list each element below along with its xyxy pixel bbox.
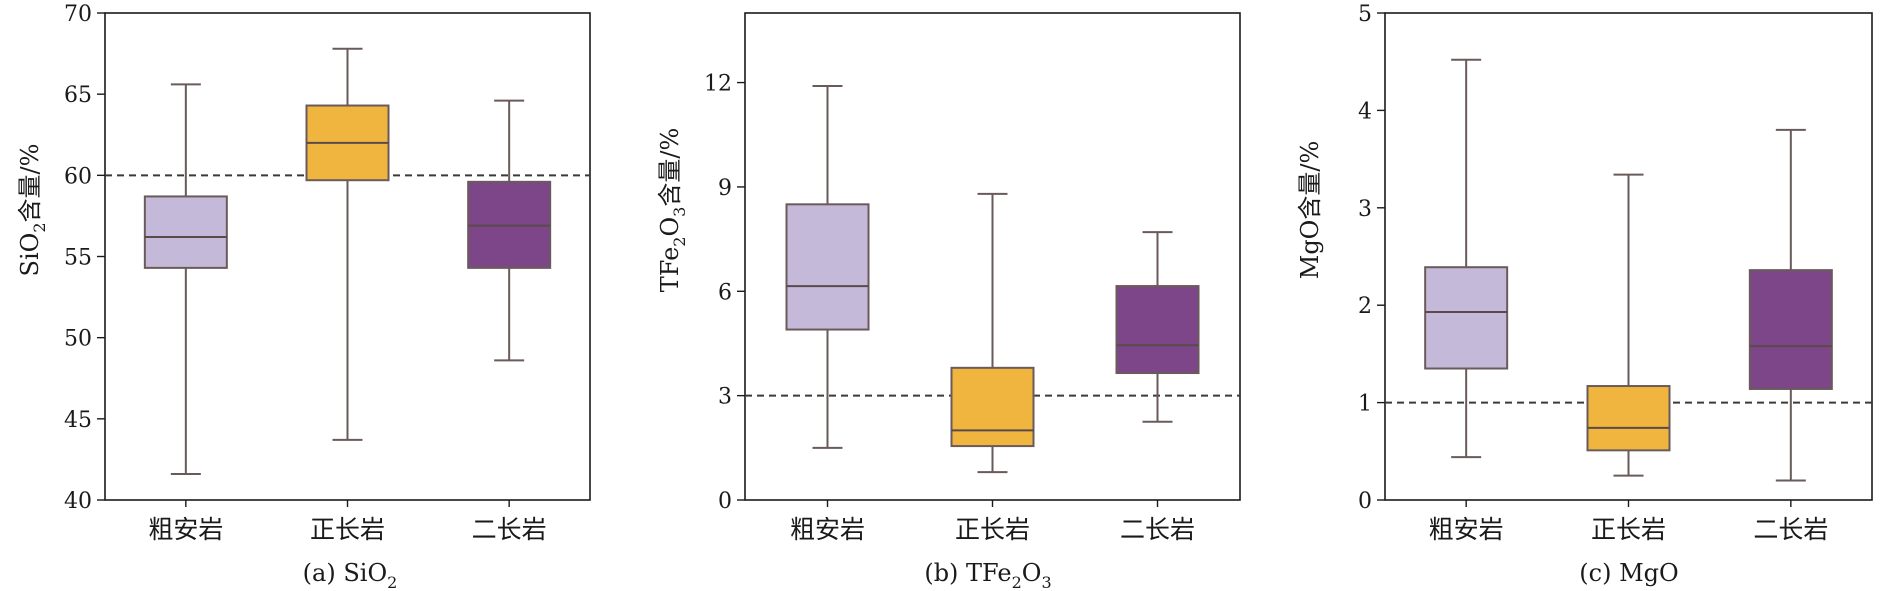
sio2-ytick-label: 65 bbox=[64, 83, 92, 108]
mgo-ytick-label: 1 bbox=[1358, 392, 1372, 417]
panel-tfe2o3: 0 3 6 9 12 粗安岩 正长岩 二长岩 TFe2O3含量/% (b) TFe2O3 bbox=[656, 12, 1241, 591]
panel-tfe2o3-caption: (b) TFe2O3 bbox=[924, 559, 1051, 591]
tfe2o3-category-label: 二长岩 bbox=[1120, 515, 1195, 544]
tfe2o3-ytick-label: 12 bbox=[704, 72, 732, 97]
panel-sio2-axes: 40 45 50 55 60 65 70 粗安岩 正长岩 二长岩 bbox=[64, 2, 591, 544]
panel-mgo-ylabel: MgO含量/% bbox=[1296, 141, 1324, 280]
mgo-category-label: 二长岩 bbox=[1753, 515, 1828, 544]
mgo-ytick-label: 5 bbox=[1358, 2, 1372, 27]
panel-mgo-axes: 0 1 2 3 4 5 粗安岩 正长岩 二长岩 bbox=[1358, 2, 1873, 544]
sio2-ytick-label: 40 bbox=[64, 489, 92, 514]
tfe2o3-ytick-label: 9 bbox=[718, 176, 732, 201]
sio2-ytick-label: 70 bbox=[64, 2, 92, 27]
mgo-ytick-label: 2 bbox=[1358, 294, 1372, 319]
panel-mgo-caption: (c) MgO bbox=[1579, 559, 1678, 587]
tfe2o3-category-label: 粗安岩 bbox=[790, 515, 865, 544]
sio2-ytick-label: 50 bbox=[64, 327, 92, 352]
mgo-category-label: 正长岩 bbox=[1591, 515, 1666, 544]
sio2-ytick-label: 45 bbox=[64, 408, 92, 433]
sio2-ytick-label: 55 bbox=[64, 246, 92, 271]
sio2-category-label: 粗安岩 bbox=[148, 515, 223, 544]
panel-mgo: 0 1 2 3 4 5 粗安岩 正长岩 二长岩 MgO含量/% (c) MgO bbox=[1296, 2, 1873, 587]
sio2-box bbox=[143, 195, 228, 269]
panel-sio2-caption: (a) SiO2 bbox=[303, 559, 398, 591]
panel-tfe2o3-axes: 0 3 6 9 12 粗安岩 正长岩 二长岩 bbox=[704, 12, 1241, 544]
mgo-ytick-label: 4 bbox=[1358, 99, 1372, 124]
panel-sio2-ylabel: SiO2含量/% bbox=[16, 144, 49, 277]
mgo-ytick-label: 3 bbox=[1358, 197, 1372, 222]
panel-tfe2o3-ylabel: TFe2O3含量/% bbox=[656, 128, 689, 293]
sio2-category-label: 正长岩 bbox=[310, 515, 385, 544]
mgo-box bbox=[1424, 266, 1509, 370]
tfe2o3-category-label: 正长岩 bbox=[955, 515, 1030, 544]
tfe2o3-ytick-label: 3 bbox=[718, 385, 732, 410]
mgo-category-label: 粗安岩 bbox=[1429, 515, 1504, 544]
tfe2o3-ytick-label: 0 bbox=[718, 489, 732, 514]
panel-sio2: 40 45 50 55 60 65 70 粗安岩 正长岩 二长岩 SiO2含量/% (a) SiO… bbox=[16, 2, 591, 591]
mgo-box bbox=[1748, 269, 1833, 390]
tfe2o3-box bbox=[785, 203, 870, 331]
tfe2o3-box bbox=[950, 366, 1035, 448]
sio2-category-label: 二长岩 bbox=[472, 515, 547, 544]
sio2-ytick-label: 60 bbox=[64, 164, 92, 189]
mgo-ytick-label: 0 bbox=[1358, 489, 1372, 514]
tfe2o3-ytick-label: 6 bbox=[718, 280, 732, 305]
tfe2o3-box bbox=[1115, 285, 1200, 375]
mgo-box bbox=[1586, 385, 1671, 452]
